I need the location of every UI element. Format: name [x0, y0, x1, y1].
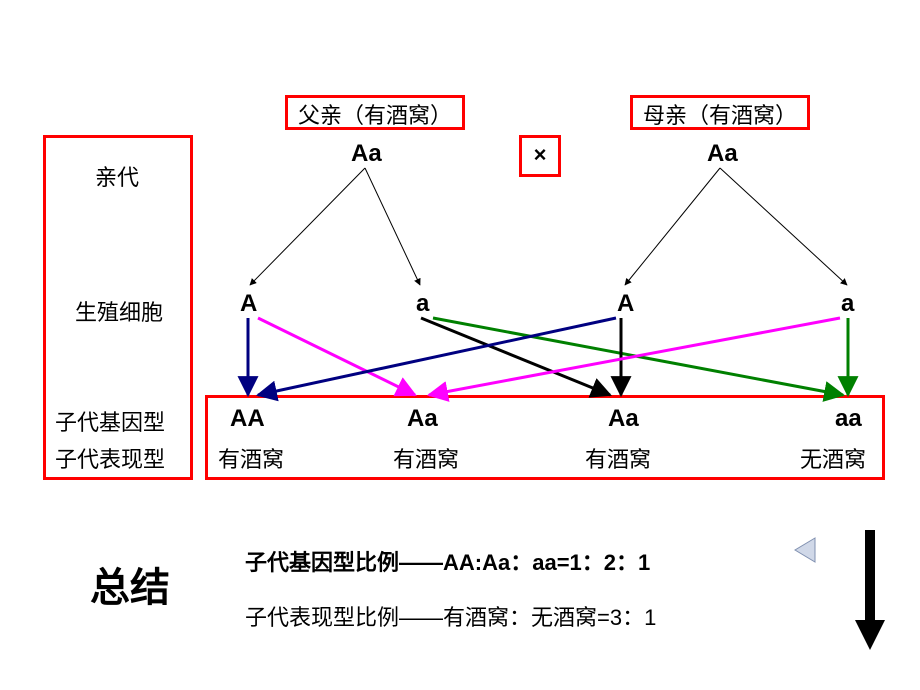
off-pheno-3: 有酒窝 — [585, 442, 651, 474]
father-title: 父亲（有酒窝） — [290, 98, 460, 130]
off-geno-4: aa — [835, 405, 862, 433]
off-pheno-1: 有酒窝 — [218, 442, 284, 474]
parent-gen-label: 亲代 — [95, 160, 139, 192]
arrow-cross-magenta-1 — [258, 318, 415, 395]
gamete-a2: a — [841, 290, 854, 318]
off-geno-3: Aa — [608, 405, 639, 433]
mother-title: 母亲（有酒窝） — [635, 98, 805, 130]
nav-back-icon — [795, 538, 815, 562]
cross-symbol: × — [519, 142, 561, 168]
off-pheno-2: 有酒窝 — [393, 442, 459, 474]
off-geno-1: AA — [230, 405, 265, 433]
arrow-parent-father-A — [250, 168, 365, 285]
ratio-geno: 子代基因型比例——AA:Aa：aa=1：2：1 — [245, 545, 650, 577]
arrow-cross-black-1 — [421, 318, 610, 395]
off-pheno-label: 子代表现型 — [55, 442, 165, 474]
off-geno-label: 子代基因型 — [55, 405, 165, 437]
parent-father-genotype: Aa — [351, 140, 382, 168]
offspring-panel-box — [205, 395, 885, 480]
arrow-parent-mother-a — [720, 168, 847, 285]
off-geno-2: Aa — [407, 405, 438, 433]
summary-title: 总结 — [90, 555, 170, 613]
gamete-label: 生殖细胞 — [75, 295, 163, 327]
arrow-parent-mother-A — [625, 168, 720, 285]
ratio-pheno: 子代表现型比例——有酒窝：无酒窝=3：1 — [245, 600, 656, 632]
arrow-cross-navy-2 — [258, 318, 616, 395]
off-pheno-4: 无酒窝 — [800, 442, 866, 474]
arrow-cross-magenta-2 — [429, 318, 840, 395]
gamete-A2: A — [617, 290, 634, 318]
arrow-parent-father-a — [365, 168, 420, 285]
gamete-A1: A — [240, 290, 257, 318]
parent-mother-genotype: Aa — [707, 140, 738, 168]
gamete-a1: a — [416, 290, 429, 318]
arrow-cross-green-1 — [433, 318, 843, 395]
